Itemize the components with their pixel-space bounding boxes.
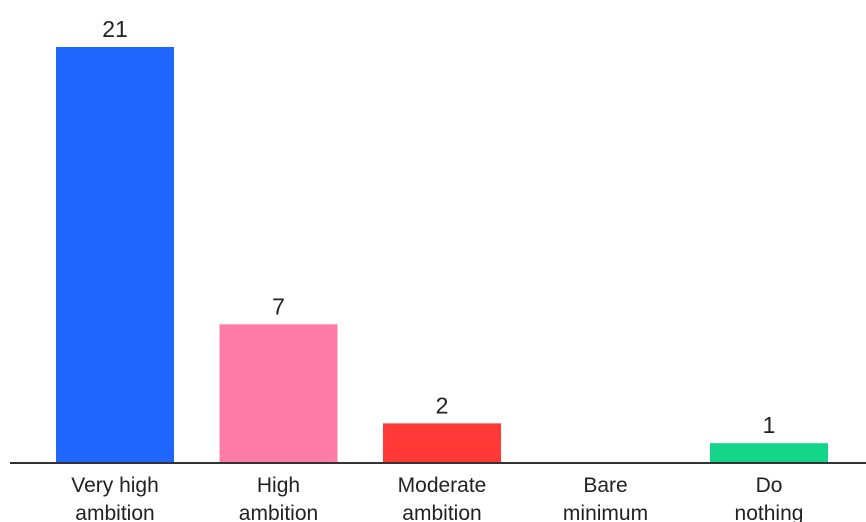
bar-value-label: 21 (102, 16, 128, 42)
category-label-line: ambition (239, 502, 318, 522)
category-labels-group: Very high ambition High ambition Moderate amb… (71, 474, 803, 522)
category-label-line: ambition (402, 502, 481, 522)
bar (56, 47, 174, 463)
bar-value-label: 1 (763, 412, 776, 438)
category-label-line: nothing (735, 502, 804, 522)
category-label-line: Very high (71, 474, 159, 497)
bar (383, 423, 501, 463)
category-label-line: minimum (563, 502, 648, 522)
category-label-line: Bare (583, 474, 627, 497)
bar-value-label: 2 (436, 392, 449, 418)
category-label: Moderate ambition (398, 474, 487, 522)
category-label: Do nothing (735, 474, 804, 522)
category-label: Bare minimum (563, 474, 648, 522)
category-label-line: Do (756, 474, 783, 497)
category-label-line: High (257, 474, 300, 497)
category-label: High ambition (239, 474, 318, 522)
bar-value-label: 7 (272, 293, 285, 319)
category-label-line: ambition (75, 502, 154, 522)
bars-group (56, 47, 828, 463)
category-label-line: Moderate (398, 474, 487, 497)
bar (710, 443, 828, 463)
bar (219, 324, 338, 463)
category-label: Very high ambition (71, 474, 159, 522)
